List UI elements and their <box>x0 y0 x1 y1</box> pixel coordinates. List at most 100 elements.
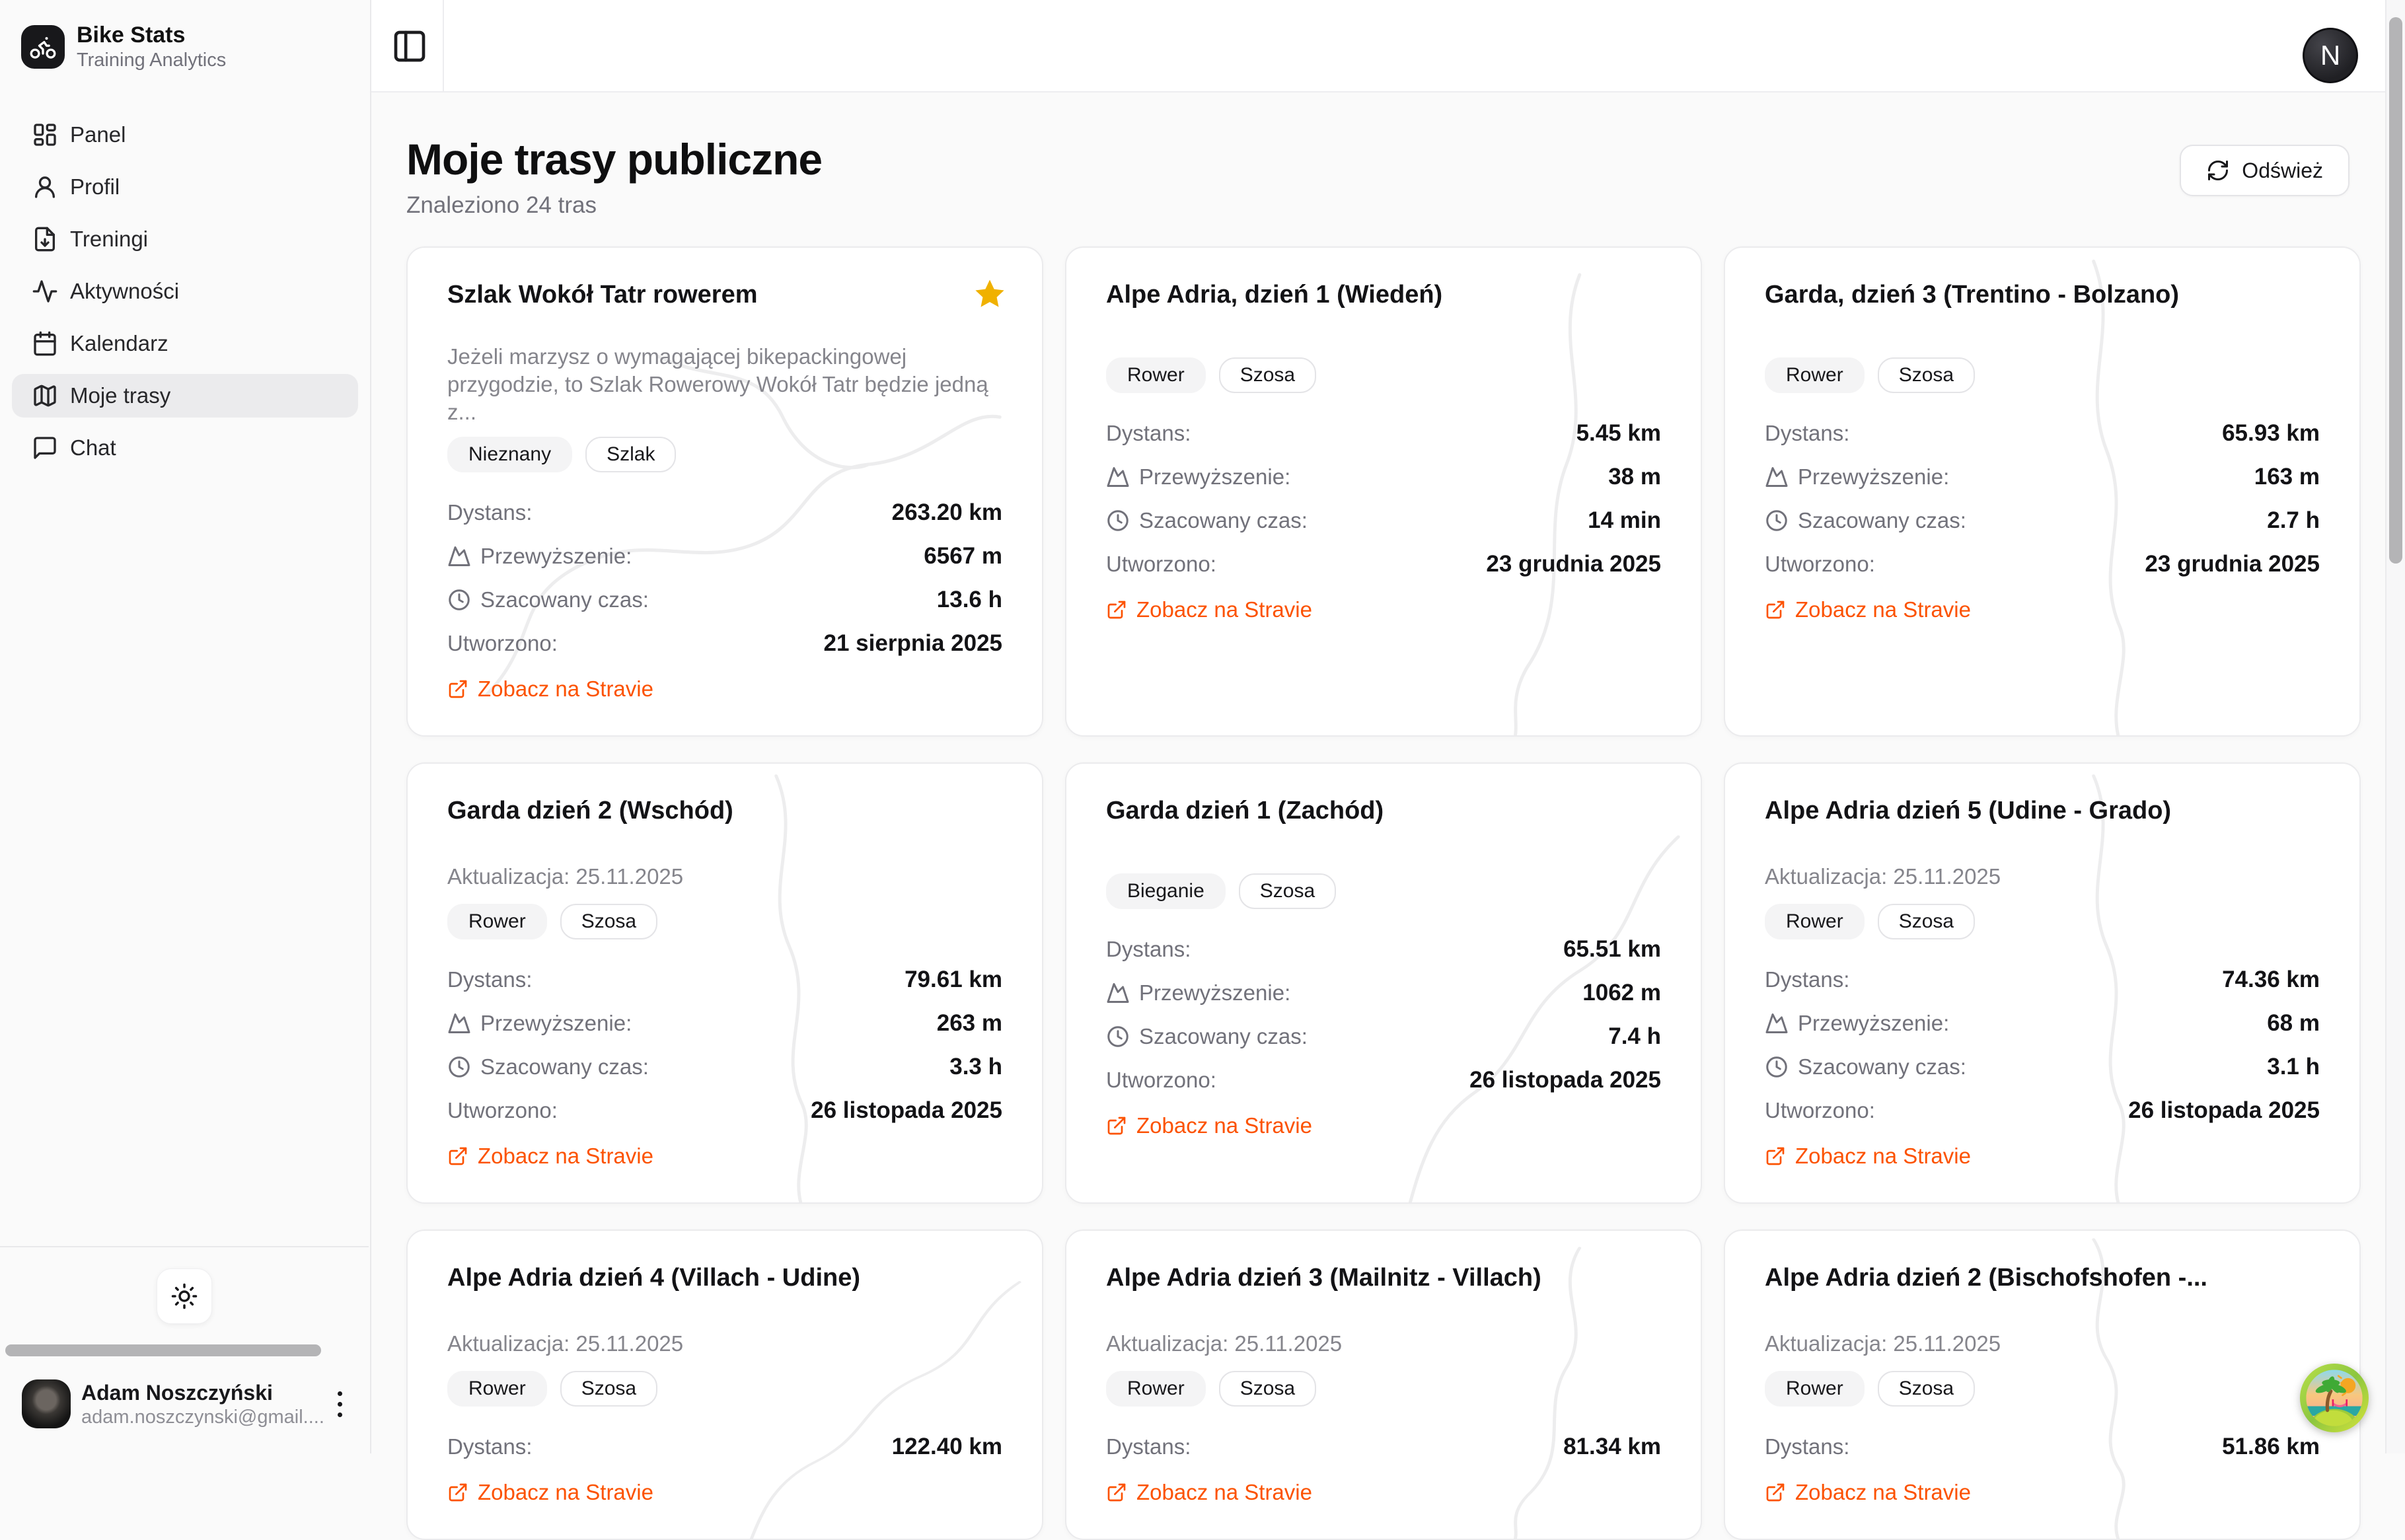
strava-link[interactable]: Zobacz na Stravie <box>1765 595 2320 624</box>
strava-link[interactable]: Zobacz na Stravie <box>447 1142 1002 1171</box>
route-tag: Rower <box>1106 357 1206 393</box>
vertical-scrollbar-thumb[interactable] <box>2389 17 2402 564</box>
stat-row-elevation: Przewyższenie:38 m <box>1106 455 1661 499</box>
strava-link-label: Zobacz na Stravie <box>1136 1113 1312 1138</box>
account-avatar[interactable]: N <box>2303 28 2358 83</box>
route-card[interactable]: Alpe Adria dzień 2 (Bischofshofen -... A… <box>1724 1229 2361 1540</box>
stat-value: 51.86 km <box>2222 1434 2320 1460</box>
mountain-icon <box>1106 465 1130 489</box>
user-avatar <box>22 1379 71 1428</box>
route-title: Szlak Wokół Tatr rowerem <box>447 279 1002 310</box>
stat-row-elevation: Przewyższenie:263 m <box>447 1002 1002 1045</box>
external-link-icon <box>447 1146 468 1167</box>
strava-link[interactable]: Zobacz na Stravie <box>1106 1111 1661 1140</box>
sidebar-item-aktywnosci[interactable]: Aktywności <box>12 270 358 313</box>
stat-row-created: Utworzono: 23 grudnia 2025 <box>1765 542 2320 586</box>
route-tag: Szosa <box>1878 904 1975 939</box>
stat-label: Dystans: <box>447 1434 532 1459</box>
island-vacation-badge[interactable] <box>2300 1364 2369 1432</box>
stat-row-time: Szacowany czas: 14 min <box>1106 499 1661 542</box>
stat-value: 263 m <box>937 1010 1002 1037</box>
sidebar-toggle-button[interactable] <box>386 22 433 70</box>
topbar-separator <box>443 0 444 91</box>
stat-label: Dystans: <box>1106 937 1191 962</box>
stat-row-created: Utworzono:26 listopada 2025 <box>1765 1089 2320 1132</box>
strava-link-label: Zobacz na Stravie <box>478 677 653 702</box>
route-card[interactable]: Alpe Adria dzień 5 (Udine - Grado) Aktua… <box>1724 762 2361 1204</box>
user-options-kebab-icon[interactable] <box>331 1386 349 1422</box>
route-tag: Nieznany <box>447 437 572 472</box>
star-icon[interactable] <box>972 277 1008 312</box>
stat-label: Przewyższenie: <box>1106 464 1290 490</box>
refresh-label: Odśwież <box>2242 159 2323 183</box>
stat-row-time: Szacowany czas:3.1 h <box>1765 1045 2320 1089</box>
external-link-icon <box>1106 1482 1127 1503</box>
strava-link[interactable]: Zobacz na Stravie <box>447 1478 1002 1507</box>
route-title: Alpe Adria dzień 2 (Bischofshofen -... <box>1765 1263 2320 1293</box>
route-title: Alpe Adria dzień 3 (Mailnitz - Villach) <box>1106 1263 1661 1293</box>
route-tag: Rower <box>1765 1371 1865 1407</box>
stat-row-elevation: Przewyższenie:6567 m <box>447 534 1002 578</box>
route-card[interactable]: Garda, dzień 3 (Trentino - Bolzano) Rowe… <box>1724 246 2361 737</box>
route-title: Alpe Adria dzień 4 (Villach - Udine) <box>447 1263 1002 1293</box>
route-card[interactable]: Szlak Wokół Tatr rowerem Jeżeli marzysz … <box>406 246 1043 737</box>
strava-link[interactable]: Zobacz na Stravie <box>1765 1142 2320 1171</box>
stat-label: Utworzono: <box>1765 552 1875 577</box>
external-link-icon <box>1765 1146 1786 1167</box>
stat-label: Szacowany czas: <box>1106 508 1308 533</box>
strava-link-label: Zobacz na Stravie <box>478 1480 653 1505</box>
sidebar-footer: Adam Noszczyński adam.noszczynski@gmail.… <box>0 1246 369 1453</box>
route-tag: Szosa <box>1219 357 1316 393</box>
stat-label: Szacowany czas: <box>1765 508 1966 533</box>
strava-link[interactable]: Zobacz na Stravie <box>447 675 1002 704</box>
stat-label: Dystans: <box>1765 421 1849 446</box>
stat-row-created: Utworzono:26 listopada 2025 <box>447 1089 1002 1132</box>
strava-link[interactable]: Zobacz na Stravie <box>1106 595 1661 624</box>
stat-row-distance: Dystans:81.34 km <box>1106 1425 1661 1469</box>
route-tag: Szosa <box>1219 1371 1316 1407</box>
stat-label: Szacowany czas: <box>447 587 649 612</box>
mountain-icon <box>447 544 471 568</box>
theme-toggle-button[interactable] <box>157 1268 212 1324</box>
route-updated: Aktualizacja: 25.11.2025 <box>1765 1331 2320 1358</box>
sidebar-item-chat[interactable]: Chat <box>12 426 358 470</box>
route-card[interactable]: Alpe Adria dzień 3 (Mailnitz - Villach) … <box>1065 1229 1702 1540</box>
sidebar-item-profil[interactable]: Profil <box>12 165 358 209</box>
app-name: Bike Stats <box>77 22 226 48</box>
sidebar-item-label: Aktywności <box>70 279 179 304</box>
stat-label: Dystans: <box>447 500 532 525</box>
app-subtitle: Training Analytics <box>77 48 226 72</box>
stat-row-time: Szacowany czas:7.4 h <box>1106 1015 1661 1058</box>
stat-value: 13.6 h <box>937 587 1002 613</box>
route-tag: Szosa <box>560 904 657 939</box>
sidebar-item-moje-trasy[interactable]: Moje trasy <box>12 374 358 418</box>
main-area: N Moje trasy publiczne Znaleziono 24 tra… <box>371 0 2405 1453</box>
strava-link[interactable]: Zobacz na Stravie <box>1106 1478 1661 1507</box>
sidebar-item-panel[interactable]: Panel <box>12 113 358 157</box>
external-link-icon <box>447 678 468 700</box>
stat-value: 23 grudnia 2025 <box>2145 551 2320 577</box>
clock-icon <box>447 588 471 612</box>
route-card[interactable]: Alpe Adria dzień 4 (Villach - Udine) Akt… <box>406 1229 1043 1540</box>
stat-value: 14 min <box>1588 507 1661 534</box>
refresh-icon <box>2206 159 2230 182</box>
route-title: Garda, dzień 3 (Trentino - Bolzano) <box>1765 279 2320 310</box>
route-stats: Dystans:51.86 km <box>1765 1425 2320 1469</box>
sidebar-horizontal-scrollbar[interactable] <box>5 1344 321 1356</box>
refresh-button[interactable]: Odśwież <box>2180 145 2350 196</box>
stat-row-time: Szacowany czas:3.3 h <box>447 1045 1002 1089</box>
stat-label: Przewyższenie: <box>1765 464 1949 490</box>
route-stats: Dystans:81.34 km <box>1106 1425 1661 1469</box>
strava-link[interactable]: Zobacz na Stravie <box>1765 1478 2320 1507</box>
sidebar-item-treningi[interactable]: Treningi <box>12 217 358 261</box>
user-menu[interactable]: Adam Noszczyński adam.noszczynski@gmail.… <box>22 1379 349 1428</box>
route-card[interactable]: Garda dzień 2 (Wschód) Aktualizacja: 25.… <box>406 762 1043 1204</box>
sidebar-item-kalendarz[interactable]: Kalendarz <box>12 322 358 365</box>
